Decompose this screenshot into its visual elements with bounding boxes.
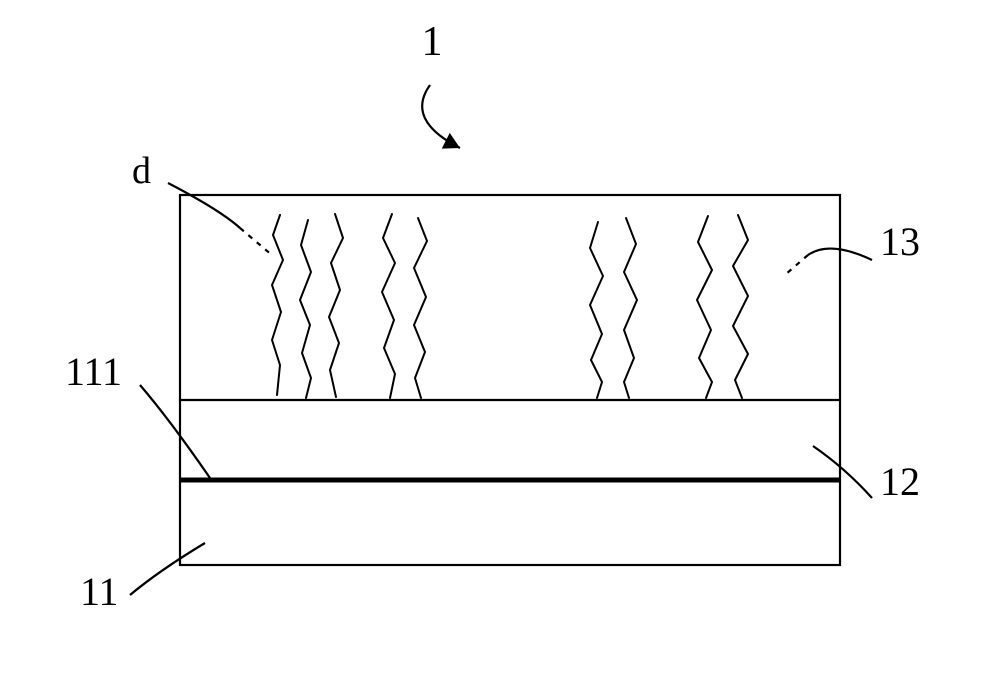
ref-label-12: 12 <box>880 459 920 504</box>
ref-label-13: 13 <box>880 219 920 264</box>
assembly-ref-label: 1 <box>422 19 443 65</box>
ref-label-d: d <box>132 150 151 192</box>
ref-label-11: 11 <box>80 569 119 614</box>
ref-label-111: 111 <box>65 349 122 394</box>
